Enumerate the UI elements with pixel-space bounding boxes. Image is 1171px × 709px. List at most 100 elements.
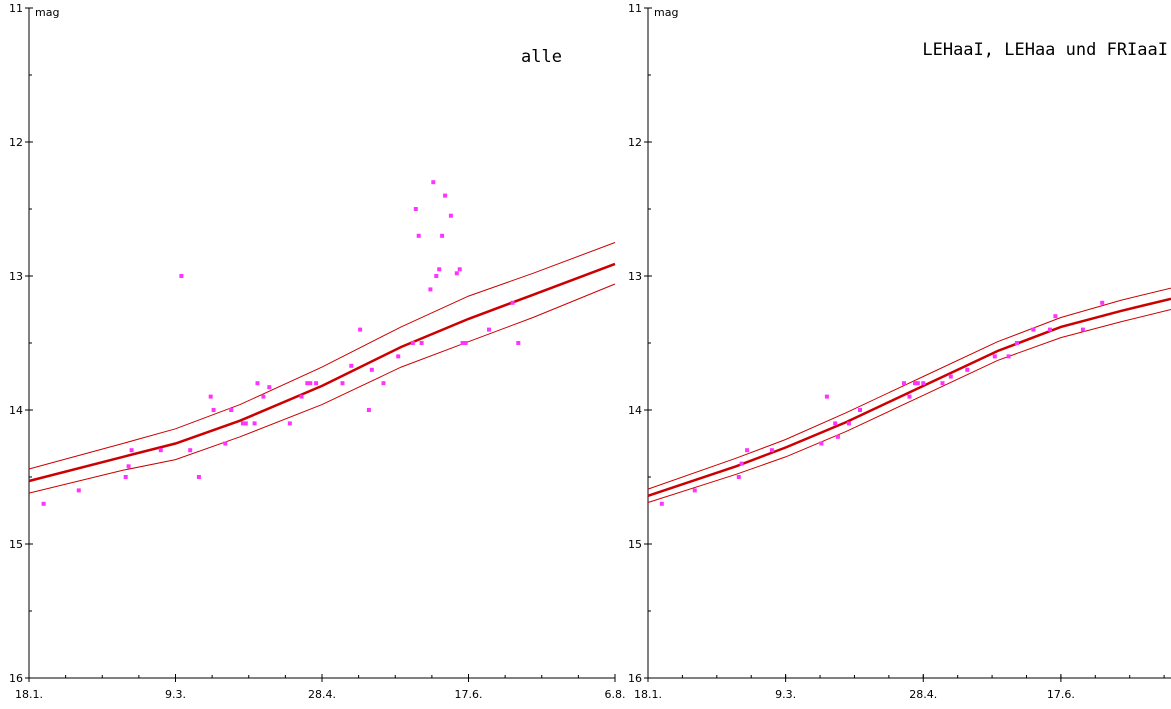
- data-point: [410, 341, 415, 345]
- data-point: [243, 421, 248, 426]
- data-point: [381, 381, 386, 386]
- y-tick-label: 15: [628, 538, 642, 551]
- data-point: [419, 341, 424, 345]
- data-point: [314, 381, 319, 386]
- y-tick-label: 13: [628, 270, 642, 283]
- data-point: [267, 385, 272, 390]
- data-point: [211, 408, 216, 412]
- x-tick-label: 17.6.: [455, 688, 483, 701]
- y-tick-label: 12: [628, 136, 642, 149]
- data-point: [437, 267, 442, 272]
- data-point: [858, 408, 862, 412]
- x-tick-label: 18.1.: [634, 688, 662, 701]
- data-point: [179, 274, 184, 278]
- data-point: [188, 448, 193, 453]
- x-tick-label: 6.8.: [605, 688, 626, 701]
- data-point: [1006, 354, 1011, 359]
- data-point: [158, 448, 163, 453]
- data-point: [448, 213, 453, 218]
- data-point: [659, 501, 664, 506]
- fit-line: [647, 297, 1171, 497]
- data-point: [349, 363, 354, 368]
- data-point: [736, 475, 741, 479]
- data-point: [992, 354, 997, 359]
- data-point: [457, 267, 462, 272]
- data-point: [965, 367, 970, 372]
- x-tick-label: 9.3.: [775, 688, 796, 701]
- y-tick-label: 11: [628, 2, 642, 15]
- data-point: [833, 421, 838, 426]
- y-tick-label: 15: [9, 538, 23, 551]
- data-point: [358, 327, 363, 332]
- data-point: [1031, 327, 1036, 332]
- data-point: [208, 394, 213, 399]
- data-point: [413, 207, 418, 211]
- chart-panel-alle: 11 12 13 14 15 16 mag 18.1. 9.3. 28.4. 17.6. 6.8. al…: [9, 2, 626, 701]
- data-point: [824, 394, 829, 399]
- y-tick-label: 16: [9, 672, 23, 685]
- data-point: [76, 488, 81, 493]
- chart-title: alle: [521, 47, 562, 67]
- confidence-band-lower-line: [647, 309, 1171, 503]
- chart-panel-selection: 11 12 13 14 15 16 mag 18.1. 9.3. 28.4. 17.6. LEHaaI…: [628, 2, 1171, 701]
- data-point: [440, 233, 445, 238]
- data-point: [443, 193, 448, 198]
- x-tick-label: 9.3.: [165, 688, 186, 701]
- data-point: [846, 421, 851, 426]
- data-point: [428, 287, 433, 292]
- data-point: [1053, 314, 1058, 319]
- data-point: [416, 233, 421, 238]
- data-point: [487, 327, 491, 332]
- data-point: [454, 271, 459, 276]
- x-tick-label: 17.6.: [1047, 688, 1075, 701]
- data-point: [126, 464, 131, 469]
- data-point: [299, 394, 304, 399]
- data-point: [915, 381, 920, 386]
- confidence-band-upper-line: [647, 287, 1171, 490]
- data-point: [261, 394, 266, 399]
- confidence-band-lower-line: [28, 283, 616, 494]
- data-point: [252, 421, 257, 426]
- data-point: [948, 374, 953, 379]
- x-tick-label: 28.4.: [308, 688, 336, 701]
- data-point: [41, 501, 46, 506]
- data-point: [431, 180, 436, 185]
- data-point: [223, 441, 228, 446]
- data-point: [913, 381, 917, 386]
- x-tick-label: 28.4.: [909, 688, 937, 701]
- y-tick-label: 14: [628, 404, 642, 417]
- fit-line: [28, 262, 616, 483]
- data-point: [369, 367, 374, 372]
- data-point: [739, 461, 744, 466]
- y-tick-label: 11: [9, 2, 23, 15]
- data-point: [510, 300, 515, 305]
- data-point: [287, 421, 292, 426]
- data-point: [1100, 300, 1105, 305]
- data-point: [366, 408, 371, 412]
- data-point: [940, 381, 945, 386]
- data-point: [308, 381, 313, 386]
- y-tick-label: 13: [9, 270, 23, 283]
- data-point: [835, 434, 840, 439]
- y-tick-label: 14: [9, 404, 23, 417]
- data-point: [305, 381, 310, 386]
- data-point: [229, 408, 234, 412]
- data-point: [123, 475, 128, 479]
- data-point: [196, 475, 201, 479]
- y-tick-label: 12: [9, 136, 23, 149]
- data-point: [340, 381, 345, 386]
- data-point: [692, 488, 697, 493]
- data-point: [1080, 327, 1085, 332]
- data-point: [240, 421, 245, 426]
- data-point: [460, 341, 465, 345]
- data-point: [769, 448, 774, 453]
- data-point: [396, 354, 401, 359]
- y-axis-unit-label: mag: [654, 6, 678, 19]
- data-point: [434, 274, 439, 278]
- data-point: [255, 381, 260, 386]
- y-tick-label: 16: [628, 672, 642, 685]
- data-point: [516, 341, 521, 345]
- data-point: [1014, 341, 1019, 345]
- data-point: [907, 394, 912, 399]
